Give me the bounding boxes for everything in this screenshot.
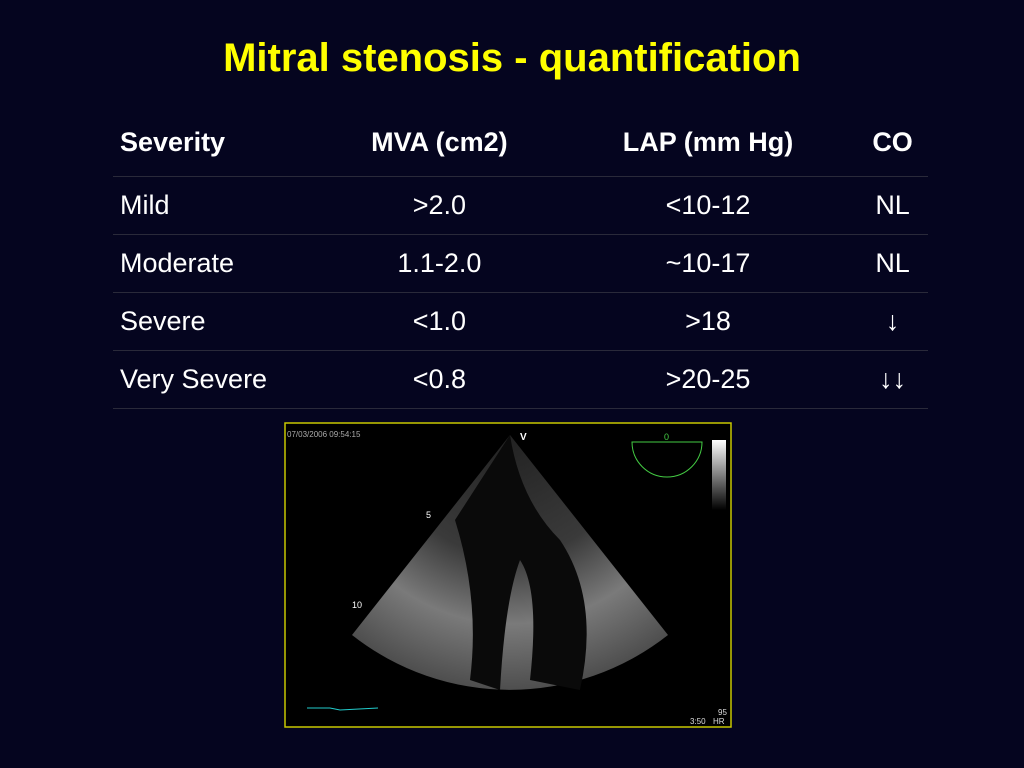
- table-cell: NL: [857, 176, 928, 235]
- table-row: Severe <1.0 >18 ↓: [113, 292, 928, 351]
- heart-rate: 95: [718, 708, 727, 717]
- probe-marker: V: [520, 432, 527, 443]
- table-cell: <10-12: [558, 176, 858, 235]
- table-row: Very Severe <0.8 >20-25 ↓↓: [113, 350, 928, 409]
- column-header: CO: [857, 108, 928, 177]
- table-cell: NL: [857, 234, 928, 293]
- ecg-trace: [307, 707, 379, 711]
- slide-title: Mitral stenosis - quantification: [223, 36, 801, 80]
- table-cell: ↓↓: [857, 350, 928, 409]
- image-frame: [284, 422, 732, 728]
- table-cell: >2.0: [320, 176, 559, 235]
- table-row: Mild >2.0 <10-12 NL: [113, 176, 928, 235]
- table-row: Moderate 1.1-2.0 ~10-17 NL: [113, 234, 928, 293]
- table-cell: 1.1-2.0: [320, 234, 559, 293]
- table-cell: Mild: [113, 176, 320, 235]
- table-cell: <0.8: [320, 350, 559, 409]
- table-cell: Very Severe: [113, 350, 320, 409]
- table-cell: ↓: [857, 292, 928, 351]
- angle-icon: [631, 441, 703, 478]
- table-cell: >20-25: [558, 350, 858, 409]
- echo-sector: [352, 435, 668, 690]
- column-header: LAP (mm Hg): [558, 108, 858, 177]
- gray-scale: [712, 440, 726, 510]
- header-row: Severity MVA (cm2) LAP (mm Hg) CO: [113, 108, 928, 177]
- timestamp: 07/03/2006 09:54:15: [287, 430, 361, 439]
- depth-label: 10: [352, 600, 362, 610]
- table-cell: >18: [558, 292, 858, 351]
- clip-time: 3:50: [690, 717, 706, 726]
- angle-label: 0: [664, 432, 669, 442]
- severity-table: Severity MVA (cm2) LAP (mm Hg) CO Mild >2.0 <…: [113, 108, 928, 409]
- column-header: Severity: [113, 108, 320, 177]
- table-cell: <1.0: [320, 292, 559, 351]
- table-body: Mild >2.0 <10-12 NL Moderate 1.1-2.0 ~10-17 NL S…: [113, 176, 928, 409]
- hr-label: HR: [713, 717, 725, 726]
- echo-chamber: [455, 435, 587, 690]
- table-cell: Severe: [113, 292, 320, 351]
- table-cell: ~10-17: [558, 234, 858, 293]
- table-cell: Moderate: [113, 234, 320, 293]
- depth-label: 5: [426, 510, 431, 520]
- column-header: MVA (cm2): [320, 108, 559, 177]
